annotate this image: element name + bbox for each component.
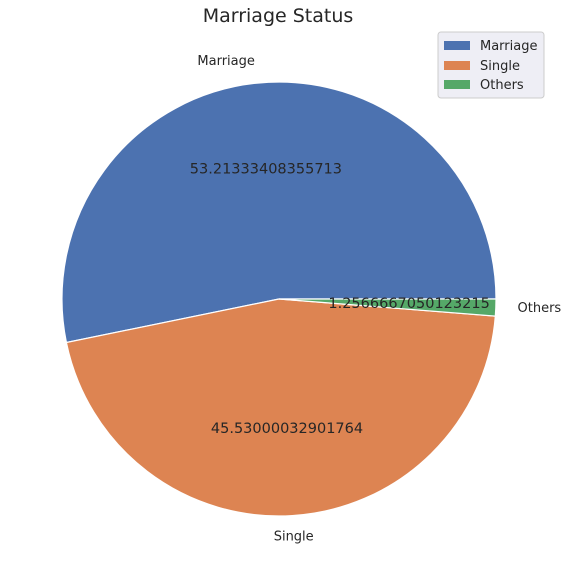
legend-swatch-others <box>444 80 470 89</box>
legend-swatch-marriage <box>444 41 470 50</box>
value-label-others: 1.2566667050123215 <box>328 296 489 312</box>
legend: Marriage Single Others <box>437 31 545 99</box>
legend-swatch-single <box>444 61 470 70</box>
pie-slices <box>61 81 497 517</box>
slice-label-single: Single <box>274 530 314 545</box>
value-label-single: 45.53000032901764 <box>211 421 363 437</box>
slice-others <box>278 298 497 317</box>
value-label-marriage: 53.21333408355713 <box>190 162 342 178</box>
slice-single <box>65 298 496 517</box>
slice-marriage <box>61 81 497 344</box>
slice-label-marriage: Marriage <box>197 54 254 69</box>
slice-label-others: Others <box>518 301 562 316</box>
legend-label-single: Single <box>480 59 520 74</box>
slice-value-labels: 53.21333408355713 45.53000032901764 1.25… <box>190 162 490 438</box>
legend-label-others: Others <box>480 78 524 93</box>
chart-title: Marriage Status <box>203 5 354 27</box>
legend-label-marriage: Marriage <box>480 39 537 54</box>
slice-category-labels: Marriage Single Others <box>197 54 561 545</box>
